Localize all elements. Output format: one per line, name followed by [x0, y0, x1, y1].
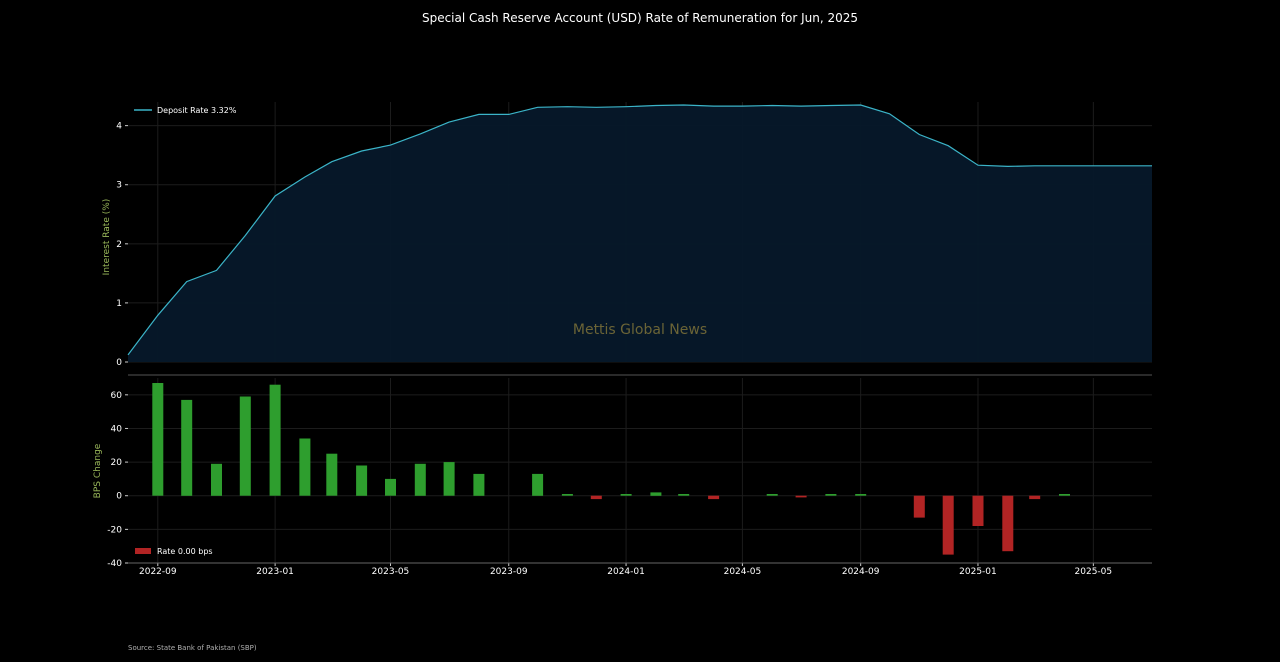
bps-bar: [1029, 495, 1041, 500]
bps-grid: [128, 378, 1152, 564]
rate-legend: Deposit Rate 3.32%: [134, 106, 237, 115]
bps-bar: [561, 494, 573, 496]
x-tick-label: 2023-05: [372, 567, 410, 577]
bps-y-tick-label: -40: [107, 559, 122, 569]
source-note: Source: State Bank of Pakistan (SBP): [128, 644, 257, 652]
bps-y-tick-label: 60: [111, 391, 123, 401]
bps-bar: [1002, 495, 1014, 552]
bps-bar: [795, 495, 807, 498]
rate-y-tick-label: 1: [116, 299, 122, 309]
bps-legend: Rate 0.00 bps: [135, 547, 213, 556]
bps-y-tick-label: -20: [107, 525, 122, 535]
bps-bar: [913, 495, 925, 518]
x-tick-label: 2024-09: [842, 567, 880, 577]
bps-bar: [708, 495, 720, 500]
x-tick-label: 2024-01: [607, 567, 645, 577]
bps-bar: [650, 492, 662, 496]
x-tick-label: 2022-09: [139, 567, 177, 577]
x-tick-label: 2023-01: [256, 567, 294, 577]
bps-y-tick-label: 20: [111, 458, 123, 468]
bps-bar: [972, 495, 984, 526]
bps-bar: [356, 465, 368, 496]
bps-bar: [473, 473, 485, 496]
rate-y-tick-label: 0: [116, 358, 122, 368]
chart-title: Special Cash Reserve Account (USD) Rate …: [422, 11, 858, 25]
bps-bar: [181, 399, 193, 496]
bps-bar: [590, 495, 602, 500]
bps-bar: [152, 383, 164, 496]
bps-bar: [299, 438, 311, 496]
bps-bars: [152, 383, 1070, 555]
bps-y-tick-label: 0: [116, 492, 122, 502]
bps-bar: [825, 494, 837, 496]
rate-y-tick-label: 2: [116, 240, 122, 250]
bps-bar: [385, 478, 396, 496]
rate-legend-label: Deposit Rate 3.32%: [157, 106, 237, 115]
rate-panel: Mettis Global News 0 1 2 3 4 Interest Rate (…: [102, 102, 1152, 368]
bps-bar: [1059, 494, 1070, 496]
bps-bar: [532, 473, 544, 496]
rate-area-fill: [128, 105, 1152, 362]
bps-bar: [414, 463, 426, 496]
bps-bar: [443, 462, 455, 496]
bps-y-axis-label: BPS Change: [93, 443, 103, 498]
bps-bar: [239, 396, 251, 496]
bps-panel: -40 -20 0 20 40 60 2022-09 2023-01 2023-05 2023-…: [93, 378, 1152, 577]
bps-legend-label: Rate 0.00 bps: [157, 547, 213, 556]
rate-y-tick-label: 3: [116, 181, 122, 191]
rate-y-tick-label: 4: [116, 122, 122, 132]
bps-y-tick-label: 40: [111, 424, 123, 434]
x-tick-label: 2025-01: [959, 567, 997, 577]
x-tick-label: 2024-05: [724, 567, 762, 577]
bps-bar: [269, 384, 281, 496]
bps-bar: [678, 494, 690, 496]
x-tick-label: 2023-09: [490, 567, 528, 577]
bps-bar: [620, 494, 632, 496]
bps-bar: [766, 494, 778, 496]
rate-y-ticks: 0 1 2 3 4: [116, 122, 128, 368]
bps-y-ticks: -40 -20 0 20 40 60: [107, 391, 128, 569]
watermark: Mettis Global News: [573, 322, 707, 338]
bps-bar: [326, 453, 338, 496]
bps-bar: [855, 494, 867, 496]
bps-legend-swatch: [135, 548, 151, 554]
x-tick-label: 2025-05: [1075, 567, 1113, 577]
rate-y-axis-label: Interest Rate (%): [102, 199, 112, 276]
bps-bar: [211, 463, 222, 496]
x-axis-ticks: 2022-09 2023-01 2023-05 2023-09 2024-01 2024-…: [139, 563, 1112, 577]
rate-series-line: [127, 104, 1152, 356]
bps-bar: [942, 495, 954, 555]
